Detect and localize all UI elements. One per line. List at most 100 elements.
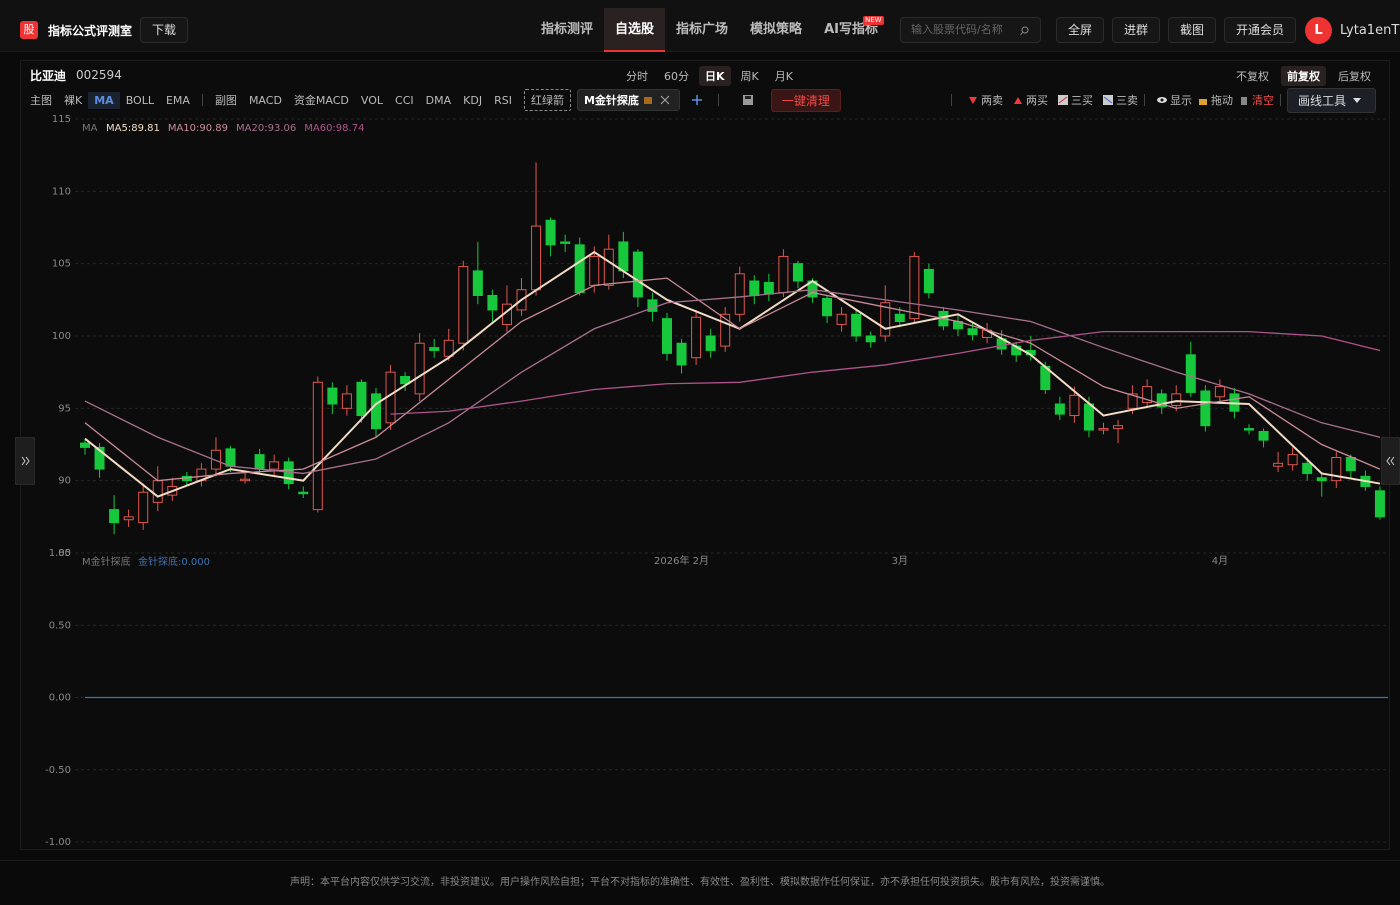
- candle-body: [1171, 393, 1182, 406]
- candle-body: [1273, 462, 1284, 467]
- y-tick-label: 95: [58, 403, 71, 414]
- nav-item[interactable]: 指标广场: [676, 22, 729, 37]
- candle-body: [1142, 386, 1153, 404]
- period-tab[interactable]: 日K: [699, 66, 731, 86]
- top-button[interactable]: 全屏: [1056, 17, 1105, 43]
- nav-item[interactable]: 指标测评: [541, 22, 594, 37]
- period-tab[interactable]: 分时: [626, 70, 648, 83]
- avatar[interactable]: L: [1305, 17, 1332, 44]
- top-button[interactable]: 截图: [1168, 17, 1217, 43]
- candle-body: [647, 299, 658, 312]
- candle-body: [123, 516, 134, 521]
- period-tab[interactable]: 60分: [664, 70, 689, 83]
- candle-body: [894, 313, 905, 323]
- candle-body: [1258, 430, 1269, 441]
- candle-body: [254, 454, 265, 470]
- stock-name: 比亚迪: [30, 68, 67, 83]
- expand-right[interactable]: [1381, 437, 1400, 485]
- sub-label: 副图: [214, 94, 237, 107]
- signal-toggle[interactable]: 两卖: [981, 94, 1003, 107]
- series-line: [390, 331, 1381, 415]
- y-tick-label: 1.00: [49, 548, 71, 559]
- sub-indicator[interactable]: MACD: [248, 93, 282, 107]
- download-button[interactable]: 下载: [140, 17, 189, 43]
- adjust-tab[interactable]: 前复权: [1281, 66, 1326, 86]
- series-line: [84, 289, 1381, 475]
- top-bar: 股 指标公式评测室 下载 指标测评 自选股 指标广场 模拟策略 AI写指标 NEW 输入…: [0, 0, 1400, 52]
- top-buttons: 全屏 进群 截图 开通会员: [1056, 17, 1297, 43]
- y-tick-label: 105: [52, 259, 71, 270]
- candle-body: [269, 461, 280, 470]
- period-tab[interactable]: 周K: [740, 70, 759, 83]
- candle-body: [109, 509, 120, 524]
- candle-body: [967, 328, 978, 336]
- candle-body: [545, 219, 556, 246]
- candle-body: [1287, 454, 1298, 466]
- sub-indicator[interactable]: DMA: [425, 93, 452, 107]
- top-button[interactable]: 开通会员: [1224, 17, 1297, 43]
- main-indicator[interactable]: BOLL: [125, 93, 154, 107]
- period-tab[interactable]: 月K: [774, 70, 793, 83]
- view-toggle[interactable]: 拖动: [1211, 94, 1233, 107]
- signal-toggle[interactable]: 三买: [1071, 94, 1093, 107]
- disclaimer: 声明：本平台内容仅供学习交流，非投资建议。用户操作风险自担；平台不对指标的准确性…: [0, 860, 1400, 900]
- candle-body: [138, 491, 149, 524]
- nav-item[interactable]: AI写指标: [824, 22, 878, 37]
- toolbar-right: 两卖 两买 三买 三卖 显示 拖动 清空 画线工具: [945, 87, 1377, 113]
- view-toggle[interactable]: 清空: [1252, 94, 1274, 107]
- candle-body: [662, 318, 672, 354]
- candle-body: [80, 442, 90, 448]
- candle-body: [691, 316, 702, 359]
- candle-body: [1200, 390, 1211, 427]
- main-indicator[interactable]: EMA: [165, 93, 190, 107]
- add-button[interactable]: [691, 95, 702, 105]
- candle-body: [327, 387, 338, 405]
- signal-icon: [1014, 97, 1022, 104]
- nav-item[interactable]: 模拟策略: [750, 22, 803, 37]
- signal-toggle[interactable]: 三卖: [1116, 94, 1138, 107]
- x-tick-label: 3月: [892, 555, 908, 567]
- clear-button[interactable]: 一键清理: [770, 88, 841, 112]
- candle-body: [1127, 393, 1138, 409]
- candle-body: [312, 381, 323, 511]
- search-input[interactable]: 输入股票代码/名称: [900, 17, 1041, 43]
- sub-indicator[interactable]: VOL: [360, 93, 384, 107]
- sub-indicator[interactable]: CCI: [395, 93, 414, 107]
- adjust-tab[interactable]: 不复权: [1236, 70, 1269, 83]
- draw-tools[interactable]: 画线工具: [1287, 87, 1377, 113]
- candle-body: [531, 225, 542, 291]
- candle-body: [923, 268, 934, 294]
- candle-body: [778, 255, 789, 294]
- candle-body: [341, 393, 352, 409]
- candle-body: [1156, 393, 1167, 408]
- expand-left[interactable]: [15, 437, 35, 485]
- y-tick-label: -0.50: [45, 765, 71, 776]
- panel-title: M金针探底: [82, 555, 131, 568]
- main-indicator[interactable]: MA: [88, 91, 120, 109]
- nav-item[interactable]: 自选股: [604, 8, 666, 52]
- main-indicator[interactable]: 裸K: [64, 94, 83, 107]
- sub-indicator[interactable]: KDJ: [463, 93, 483, 107]
- y-tick-label: 115: [52, 114, 71, 125]
- signal-toggle[interactable]: 两买: [1026, 94, 1048, 107]
- candle-body: [618, 241, 629, 272]
- main-label: 主图: [30, 94, 52, 107]
- sub-indicator[interactable]: 资金MACD: [293, 94, 349, 107]
- y-tick-label: 90: [58, 476, 71, 487]
- adjust-tab[interactable]: 后复权: [1338, 70, 1371, 83]
- candle-body: [603, 248, 614, 286]
- save-icon: [742, 95, 753, 105]
- separator: [201, 94, 203, 106]
- sub-indicator[interactable]: RSI: [494, 93, 512, 107]
- custom-indicator[interactable]: 红绿箭: [523, 89, 571, 111]
- legend-entry: MA60:98.74: [304, 123, 364, 134]
- toolbar: 主图 裸K MA BOLL EMA 副图 MACD 资金MACD VOL CCI DMA KDJ RSI…: [24, 88, 841, 112]
- top-button[interactable]: 进群: [1112, 17, 1161, 43]
- active-indicator[interactable]: M金针探底: [576, 89, 680, 111]
- candle-body: [734, 273, 745, 315]
- legend-entry: MA10:90.89: [168, 123, 228, 134]
- username[interactable]: Lyta1enT: [1340, 23, 1400, 38]
- candle-body: [371, 393, 381, 430]
- view-toggle[interactable]: 显示: [1170, 94, 1192, 107]
